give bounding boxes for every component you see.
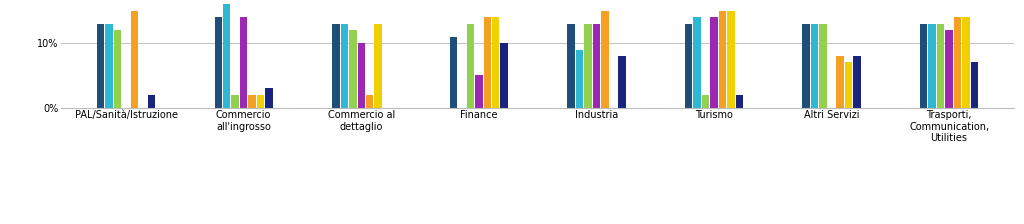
Bar xyxy=(575,50,584,108)
Bar xyxy=(257,95,264,108)
Bar xyxy=(265,88,272,108)
Bar xyxy=(450,37,457,108)
Bar xyxy=(475,75,482,108)
Bar xyxy=(735,95,743,108)
Bar xyxy=(375,24,382,108)
Bar xyxy=(147,95,156,108)
Bar xyxy=(249,95,256,108)
Bar xyxy=(492,17,500,108)
Bar xyxy=(567,24,574,108)
Bar xyxy=(467,24,474,108)
Bar xyxy=(97,24,104,108)
Bar xyxy=(711,17,718,108)
Bar xyxy=(215,17,222,108)
Bar xyxy=(585,24,592,108)
Bar xyxy=(240,17,248,108)
Bar xyxy=(727,11,734,108)
Bar xyxy=(366,95,374,108)
Bar xyxy=(937,24,944,108)
Bar xyxy=(341,24,348,108)
Bar xyxy=(105,24,113,108)
Bar xyxy=(501,43,508,108)
Bar xyxy=(803,24,810,108)
Bar xyxy=(963,17,970,108)
Bar xyxy=(819,24,826,108)
Bar xyxy=(811,24,818,108)
Bar xyxy=(332,24,340,108)
Bar xyxy=(618,56,626,108)
Bar xyxy=(685,24,692,108)
Bar xyxy=(719,11,726,108)
Bar xyxy=(845,62,852,108)
Bar xyxy=(357,43,365,108)
Bar xyxy=(114,30,122,108)
Bar xyxy=(593,24,600,108)
Bar xyxy=(920,24,928,108)
Bar xyxy=(483,17,490,108)
Bar xyxy=(349,30,356,108)
Bar xyxy=(971,62,978,108)
Bar xyxy=(693,17,700,108)
Bar xyxy=(601,11,608,108)
Bar xyxy=(837,56,844,108)
Bar xyxy=(945,30,952,108)
Bar xyxy=(953,17,962,108)
Bar xyxy=(223,4,230,108)
Bar xyxy=(701,95,710,108)
Bar xyxy=(231,95,239,108)
Bar xyxy=(853,56,860,108)
Bar xyxy=(131,11,138,108)
Bar xyxy=(929,24,936,108)
